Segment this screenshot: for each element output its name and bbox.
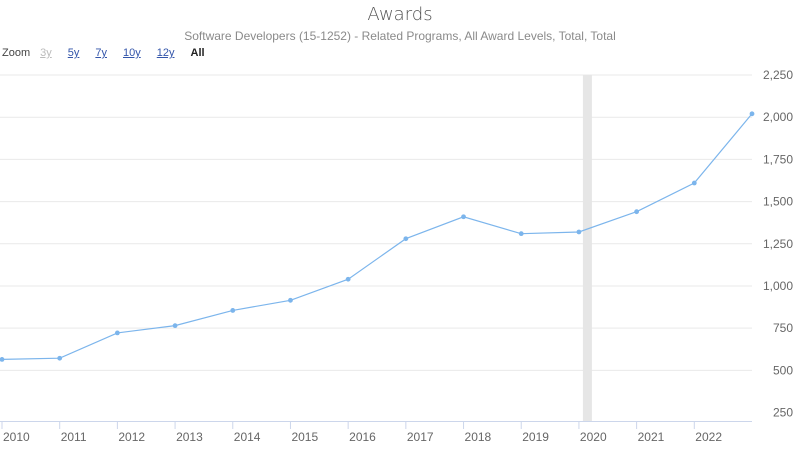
y-tick-label: 2,000 xyxy=(763,110,793,124)
x-tick-label: 2019 xyxy=(522,430,549,444)
x-tick-label: 2020 xyxy=(580,430,607,444)
data-point[interactable] xyxy=(461,214,466,220)
x-tick-label: 2016 xyxy=(349,430,376,444)
data-point[interactable] xyxy=(57,355,63,361)
data-point[interactable] xyxy=(288,297,293,303)
x-tick-label: 2015 xyxy=(291,430,318,444)
y-tick-label: 1,750 xyxy=(763,152,793,166)
data-point[interactable] xyxy=(691,180,697,186)
zoom-controls: Zoom 3y 5y 7y 10y 12y All xyxy=(2,47,221,59)
zoom-10y-button[interactable]: 10y xyxy=(123,47,141,59)
x-tick-labels: 2010 2011 2012 2013 2014 2015 2016 2017 2018 2019… xyxy=(3,430,722,444)
highlight-band xyxy=(582,75,592,421)
data-point[interactable] xyxy=(230,308,236,313)
highlight-band-rect xyxy=(582,75,592,421)
y-tick-label: 750 xyxy=(773,321,793,335)
chart-title: Awards xyxy=(367,4,433,25)
zoom-label: Zoom xyxy=(2,47,31,59)
data-point[interactable] xyxy=(345,276,351,282)
x-tick-label: 2010 xyxy=(3,430,30,444)
x-tick-label: 2017 xyxy=(407,430,434,444)
grid-lines xyxy=(0,74,752,371)
series-line xyxy=(1,113,753,360)
zoom-3y-button: 3y xyxy=(40,47,52,59)
x-tick-label: 2011 xyxy=(61,430,87,444)
zoom-12y-button[interactable]: 12y xyxy=(156,47,175,59)
zoom-7y-button[interactable]: 7y xyxy=(95,47,107,59)
y-tick-label: 2,250 xyxy=(763,68,793,82)
x-tick-label: 2022 xyxy=(695,430,722,444)
x-tick-label: 2018 xyxy=(465,430,492,444)
data-point[interactable] xyxy=(749,111,755,117)
y-tick-labels: 250 500 750 1,000 1,250 1,500 1,750 2,000 2,250 xyxy=(763,68,793,420)
series-path xyxy=(1,113,753,360)
y-tick-label: 1,500 xyxy=(763,195,793,209)
data-point[interactable] xyxy=(0,356,5,362)
x-tick-label: 2021 xyxy=(638,430,665,444)
y-tick-label: 500 xyxy=(773,363,793,377)
y-tick-label: 1,000 xyxy=(763,279,793,293)
x-tick-label: 2012 xyxy=(118,430,145,444)
zoom-all-button[interactable]: All xyxy=(190,47,205,59)
data-point[interactable] xyxy=(518,231,524,237)
data-point[interactable] xyxy=(576,229,582,235)
x-tick-label: 2013 xyxy=(176,430,203,444)
data-point[interactable] xyxy=(634,209,640,215)
x-axis xyxy=(0,421,752,429)
data-point[interactable] xyxy=(403,236,409,242)
y-tick-label: 250 xyxy=(773,406,793,420)
data-point[interactable] xyxy=(172,323,178,329)
series-points[interactable] xyxy=(0,111,755,362)
zoom-5y-button[interactable]: 5y xyxy=(67,47,80,59)
data-point[interactable] xyxy=(114,330,120,336)
chart-subtitle: Software Developers (15-1252) - Related … xyxy=(184,29,616,43)
y-tick-label: 1,250 xyxy=(763,237,793,251)
x-tick-label: 2014 xyxy=(234,430,261,444)
